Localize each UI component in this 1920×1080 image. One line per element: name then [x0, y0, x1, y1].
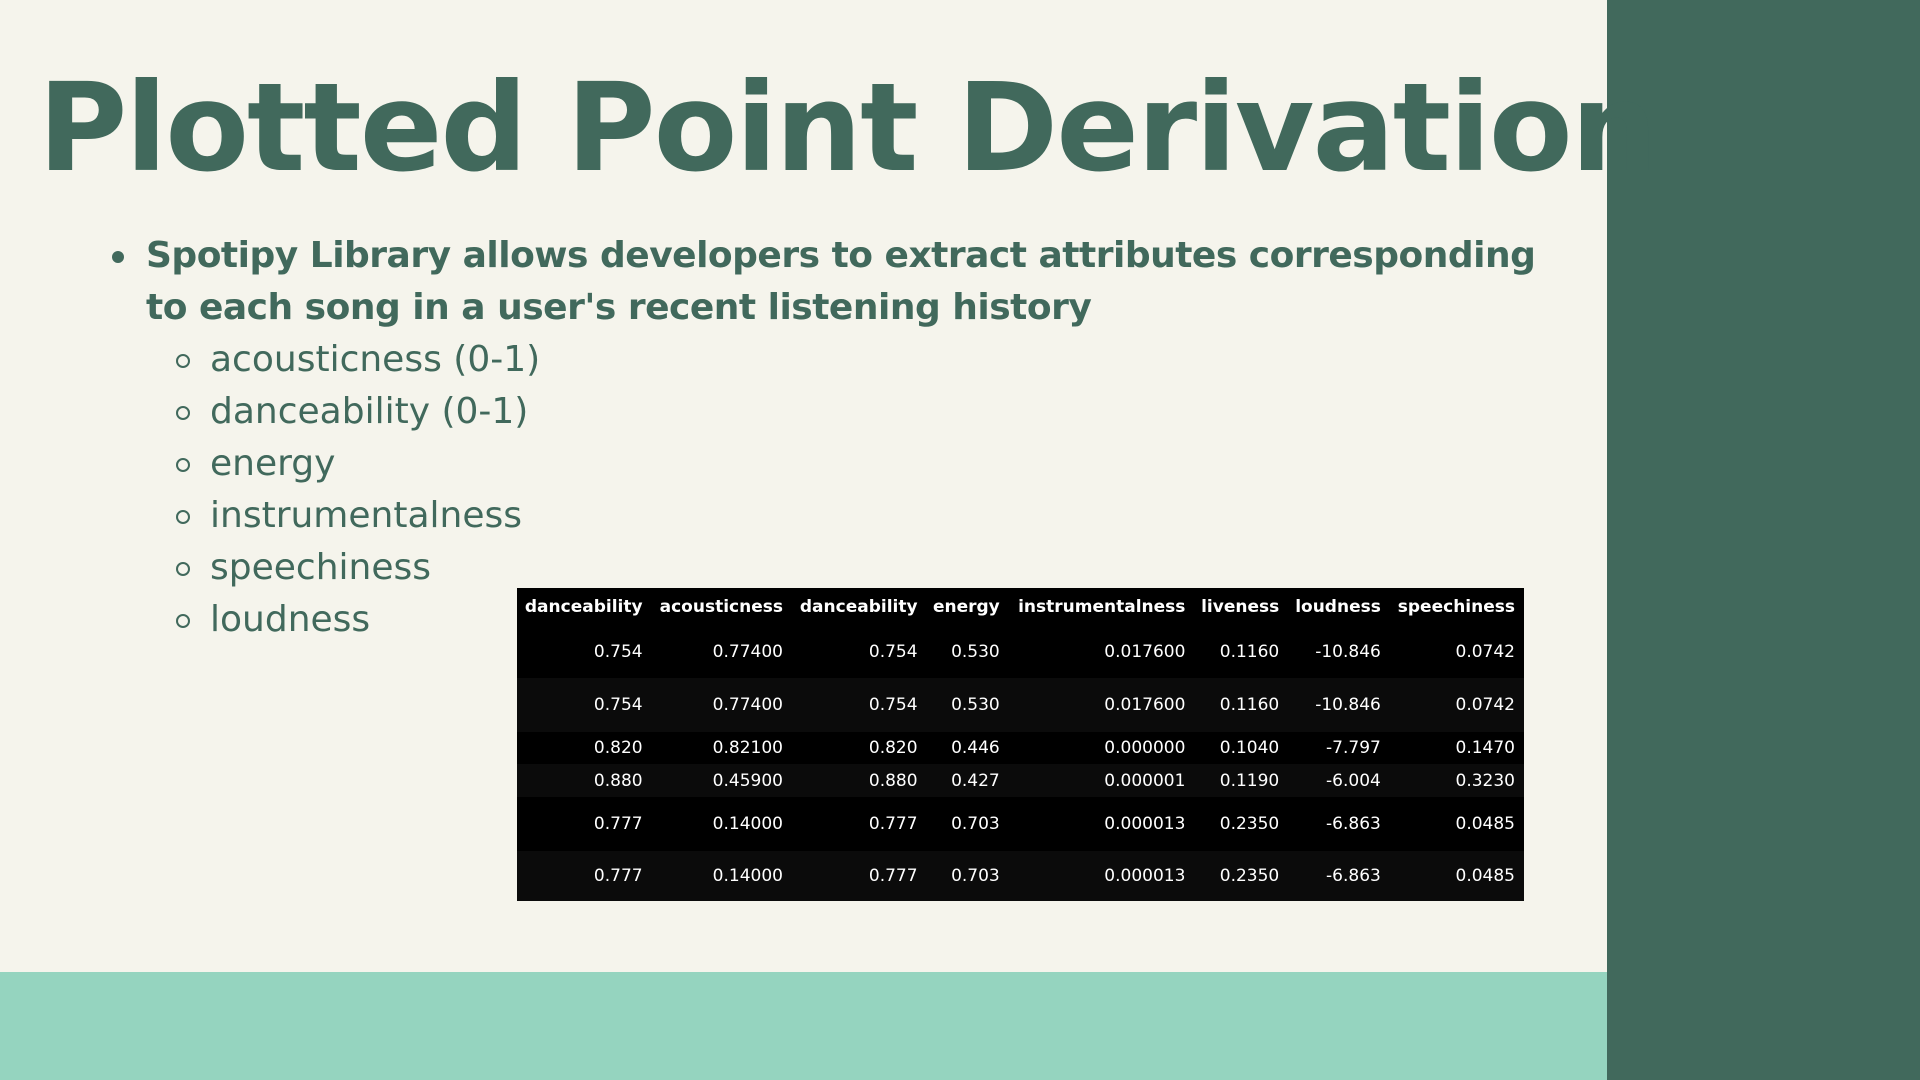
table-cell: 0.880 — [517, 764, 652, 797]
table-cell: 0.777 — [791, 851, 927, 901]
table-cell: 0.82100 — [651, 732, 792, 764]
table-cell: 0.3230 — [1389, 764, 1524, 797]
column-header: danceability — [517, 588, 652, 626]
table-cell: 0.0485 — [1389, 851, 1524, 901]
attribute-item: loudness — [172, 594, 540, 646]
attribute-item: acousticness (0-1) — [172, 334, 540, 386]
attribute-item: speechiness — [172, 542, 540, 594]
attribute-item: danceability (0-1) — [172, 386, 540, 438]
table-cell: 0.880 — [791, 764, 927, 797]
table-cell: -6.863 — [1288, 851, 1390, 901]
bullet-ring-icon — [176, 406, 190, 420]
table-cell: 0.1040 — [1194, 732, 1289, 764]
attribute-label: danceability (0-1) — [210, 391, 529, 432]
table-cell: 0.000001 — [1008, 764, 1195, 797]
column-header: energy — [926, 588, 1009, 626]
column-header: instrumentalness — [1008, 588, 1195, 626]
column-header: liveness — [1194, 588, 1289, 626]
table-row: 0.777 0.14000 0.777 0.703 0.000013 0.235… — [517, 797, 1524, 851]
attribute-label: acousticness (0-1) — [210, 339, 541, 380]
bullet-ring-icon — [176, 562, 190, 576]
table-row: 0.754 0.77400 0.754 0.530 0.017600 0.116… — [517, 678, 1524, 732]
table-header-row: danceability acousticness danceability e… — [517, 588, 1524, 626]
table-cell: 0.1160 — [1194, 626, 1289, 678]
attribute-label: speechiness — [210, 547, 431, 588]
attribute-item: energy — [172, 438, 540, 490]
bottom-accent-band — [0, 972, 1607, 1080]
table-row: 0.880 0.45900 0.880 0.427 0.000001 0.119… — [517, 764, 1524, 797]
table-cell: 0.754 — [791, 678, 927, 732]
table-cell: 0.77400 — [651, 626, 792, 678]
table-cell: 0.017600 — [1008, 626, 1195, 678]
table-row: 0.754 0.77400 0.754 0.530 0.017600 0.116… — [517, 626, 1524, 678]
table-row: 0.777 0.14000 0.777 0.703 0.000013 0.235… — [517, 851, 1524, 901]
table-cell: 0.14000 — [651, 797, 792, 851]
table-cell: 0.754 — [517, 626, 652, 678]
slide-title: Plotted Point Derivation — [38, 57, 1658, 199]
column-header: loudness — [1288, 588, 1390, 626]
table-cell: -6.863 — [1288, 797, 1390, 851]
table-cell: -10.846 — [1288, 626, 1390, 678]
table-cell: 0.0742 — [1389, 678, 1524, 732]
table-cell: 0.017600 — [1008, 678, 1195, 732]
table-cell: 0.14000 — [651, 851, 792, 901]
table-cell: 0.000013 — [1008, 797, 1195, 851]
table-cell: 0.754 — [791, 626, 927, 678]
attribute-label: instrumentalness — [210, 495, 522, 536]
table-cell: 0.0742 — [1389, 626, 1524, 678]
table-cell: 0.1160 — [1194, 678, 1289, 732]
audio-features-table: danceability acousticness danceability e… — [517, 588, 1524, 901]
table-cell: 0.820 — [517, 732, 652, 764]
table-cell: 0.446 — [926, 732, 1009, 764]
column-header: acousticness — [651, 588, 792, 626]
main-bullet: Spotipy Library allows developers to ext… — [110, 230, 1550, 334]
table-cell: -6.004 — [1288, 764, 1390, 797]
bullet-ring-icon — [176, 458, 190, 472]
table-cell: 0.820 — [791, 732, 927, 764]
attribute-item: instrumentalness — [172, 490, 540, 542]
table-cell: 0.1470 — [1389, 732, 1524, 764]
attribute-label: energy — [210, 443, 336, 484]
bullet-ring-icon — [176, 510, 190, 524]
table-cell: 0.0485 — [1389, 797, 1524, 851]
table-cell: 0.000013 — [1008, 851, 1195, 901]
table-cell: 0.754 — [517, 678, 652, 732]
bullet-dot-icon — [112, 251, 124, 263]
main-bullet-text: Spotipy Library allows developers to ext… — [146, 235, 1536, 328]
table-cell: 0.530 — [926, 678, 1009, 732]
table-cell: 0.000000 — [1008, 732, 1195, 764]
table-cell: 0.45900 — [651, 764, 792, 797]
column-header: speechiness — [1389, 588, 1524, 626]
table-cell: 0.2350 — [1194, 851, 1289, 901]
table-cell: 0.1190 — [1194, 764, 1289, 797]
bullet-ring-icon — [176, 354, 190, 368]
attribute-list: acousticness (0-1) danceability (0-1) en… — [172, 334, 540, 646]
table-cell: 0.2350 — [1194, 797, 1289, 851]
bullet-list: Spotipy Library allows developers to ext… — [110, 230, 1550, 334]
attribute-label: loudness — [210, 599, 371, 640]
table-cell: 0.777 — [791, 797, 927, 851]
table-cell: 0.703 — [926, 797, 1009, 851]
column-header: danceability — [791, 588, 927, 626]
bullet-ring-icon — [176, 614, 190, 628]
table-cell: 0.530 — [926, 626, 1009, 678]
table-cell: 0.777 — [517, 797, 652, 851]
right-accent-band — [1607, 0, 1920, 1080]
table-cell: 0.703 — [926, 851, 1009, 901]
table-row: 0.820 0.82100 0.820 0.446 0.000000 0.104… — [517, 732, 1524, 764]
table-cell: 0.777 — [517, 851, 652, 901]
table-cell: 0.77400 — [651, 678, 792, 732]
data-table: danceability acousticness danceability e… — [517, 588, 1524, 901]
table-cell: 0.427 — [926, 764, 1009, 797]
table-cell: -7.797 — [1288, 732, 1390, 764]
table-cell: -10.846 — [1288, 678, 1390, 732]
